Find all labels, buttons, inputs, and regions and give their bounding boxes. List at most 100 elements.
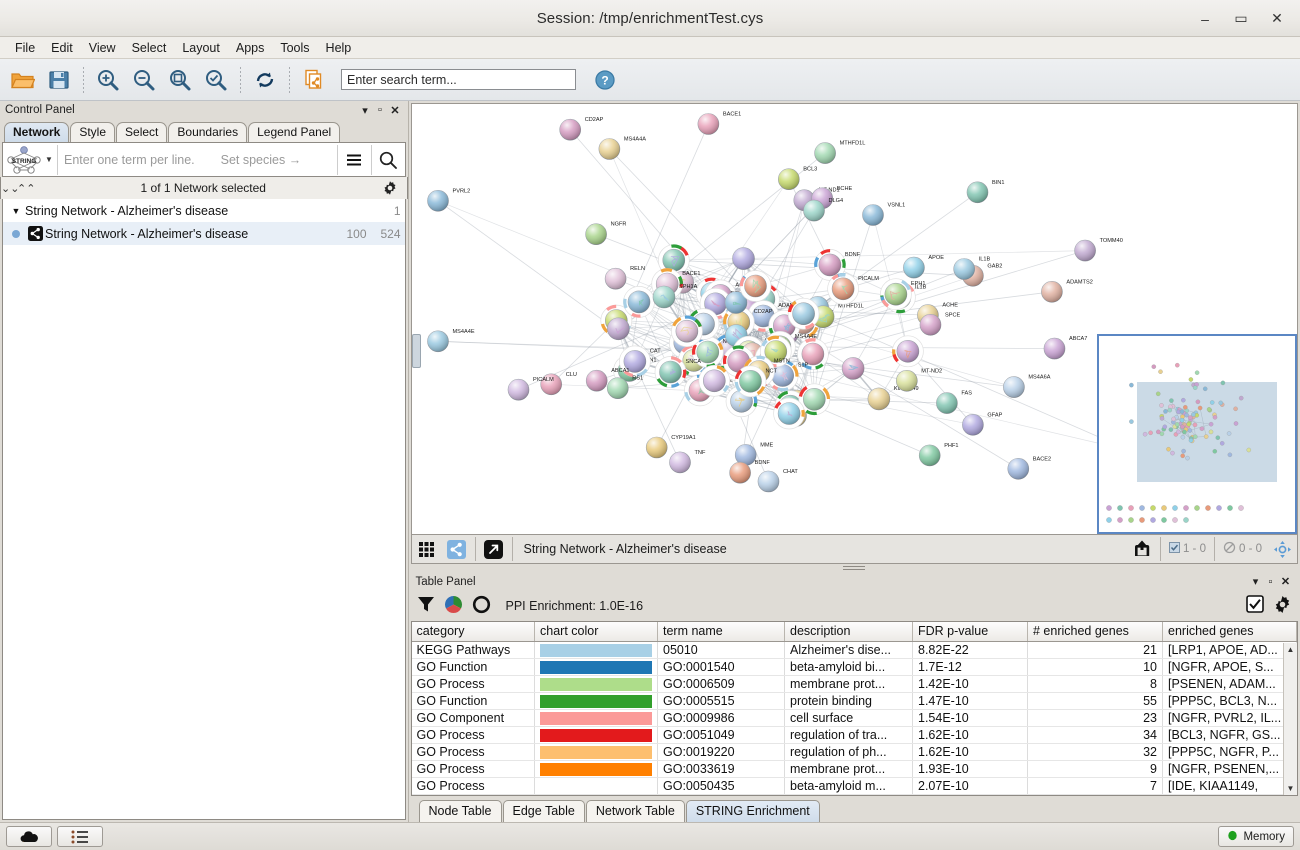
table-row[interactable]: GO Process GO:0019220 regulation of ph... 1… — [411, 743, 1297, 761]
triangle-down-icon[interactable]: ▼ — [11, 205, 21, 216]
maximize-button[interactable]: ▭ — [1234, 10, 1248, 26]
table-row[interactable]: KEGG Pathways 05010 Alzheimer's dise... 8.8… — [411, 641, 1297, 659]
open-folder-icon[interactable] — [6, 63, 40, 97]
chevron-down-icon[interactable]: ▾ — [1252, 576, 1259, 588]
column-header-description[interactable]: description — [784, 621, 913, 642]
column-header-fdr-pvalue[interactable]: FDR p-value — [912, 621, 1028, 642]
svg-text:MSTN: MSTN — [773, 359, 789, 365]
zoom-fit-icon[interactable] — [163, 63, 197, 97]
network-item-row[interactable]: String Network - Alzheimer's disease 100… — [3, 222, 405, 245]
table-row[interactable]: GO Process GO:0050435 beta-amyloid m... 2.0… — [411, 777, 1297, 795]
cell-category: KEGG Pathways — [411, 641, 535, 659]
selected-nodes-counter[interactable]: 1 - 0 — [1164, 542, 1211, 556]
set-species-link[interactable]: Set species → — [220, 152, 302, 167]
menu-view[interactable]: View — [88, 40, 116, 55]
menu-edit[interactable]: Edit — [51, 40, 73, 55]
tab-network[interactable]: Network — [4, 122, 70, 142]
hamburger-icon[interactable] — [338, 143, 371, 176]
svg-text:MME: MME — [760, 442, 773, 448]
column-header-chart-color[interactable]: chart color — [534, 621, 658, 642]
chart-color-swatch — [540, 762, 652, 776]
tab-string-enrichment[interactable]: STRING Enrichment — [685, 800, 820, 822]
pie-chart-icon[interactable] — [444, 595, 463, 617]
table-body: KEGG Pathways 05010 Alzheimer's dise... 8.8… — [411, 641, 1297, 795]
network-edge-count: 524 — [380, 226, 401, 241]
search-icon[interactable] — [372, 143, 405, 176]
refresh-icon[interactable] — [248, 63, 282, 97]
maximize-icon[interactable]: ▫ — [378, 104, 382, 116]
network-graph[interactable]: RS1 ACHE IL1B TNF BCHE BCL3 SPCE NGFR BDNF RELN DL… — [412, 104, 1296, 535]
network-tree[interactable]: ▼ String Network - Alzheimer's disease 1 — [2, 199, 406, 820]
menu-layout[interactable]: Layout — [182, 40, 220, 55]
tab-select[interactable]: Select — [116, 122, 168, 142]
save-icon[interactable] — [42, 63, 76, 97]
panel-splitter[interactable] — [410, 564, 1298, 573]
task-list-icon[interactable] — [57, 826, 103, 847]
zoom-selected-icon[interactable] — [199, 63, 233, 97]
network-view-icon[interactable] — [442, 535, 472, 563]
cell-chart-color — [534, 675, 658, 693]
close-button[interactable]: ✕ — [1271, 10, 1283, 26]
enrichment-table[interactable]: category chart color term name descripti… — [410, 620, 1298, 796]
gear-icon[interactable] — [374, 172, 407, 205]
scroll-down-icon[interactable]: ▼ — [1286, 784, 1295, 793]
birds-eye-view[interactable] — [1097, 334, 1297, 535]
network-view-canvas[interactable]: RS1 ACHE IL1B TNF BCHE BCL3 SPCE NGFR BDNF RELN DL… — [410, 103, 1298, 536]
cloud-icon[interactable] — [6, 826, 52, 847]
filter-funnel-icon[interactable] — [417, 595, 435, 617]
table-row[interactable]: GO Component GO:0009986 cell surface 1.54E-… — [411, 709, 1297, 727]
export-network-icon[interactable] — [297, 63, 331, 97]
table-row[interactable]: GO Process GO:0033619 membrane prot... 1.93… — [411, 760, 1297, 778]
chevron-down-icon[interactable]: ▾ — [362, 104, 368, 117]
pan-icon[interactable] — [1267, 535, 1297, 563]
checkbox-checked-icon[interactable] — [1246, 595, 1264, 616]
minimize-button[interactable]: – — [1201, 10, 1209, 27]
tab-style[interactable]: Style — [70, 122, 116, 142]
column-header-enriched-genes[interactable]: enriched genes — [1162, 621, 1297, 642]
close-icon[interactable]: ✕ — [390, 104, 400, 117]
maximize-icon[interactable]: ▫ — [1268, 575, 1273, 588]
title-bar: Session: /tmp/enrichmentTest.cys – ▭ ✕ — [0, 0, 1300, 37]
zoom-out-icon[interactable] — [127, 63, 161, 97]
tab-legend-panel[interactable]: Legend Panel — [248, 122, 341, 142]
menu-select[interactable]: Select — [131, 40, 167, 55]
double-chevron-up-icon[interactable]: ⌃⌃ — [17, 182, 36, 195]
tab-network-table[interactable]: Network Table — [585, 800, 685, 822]
menu-tools[interactable]: Tools — [280, 40, 310, 55]
string-db-dropdown[interactable]: ▼ — [45, 155, 53, 164]
scroll-up-icon[interactable]: ▲ — [1286, 644, 1295, 654]
double-chevron-down-icon[interactable]: ⌄⌄ — [1, 182, 20, 195]
tab-node-table[interactable]: Node Table — [418, 800, 502, 822]
zoom-in-icon[interactable] — [91, 63, 125, 97]
table-row[interactable]: GO Process GO:0006509 membrane prot... 1.42… — [411, 675, 1297, 693]
memory-button[interactable]: Memory — [1218, 826, 1294, 847]
menu-file[interactable]: File — [15, 40, 36, 55]
table-row[interactable]: GO Process GO:0051049 regulation of tra...… — [411, 726, 1297, 744]
column-header-enriched-count[interactable]: # enriched genes — [1027, 621, 1163, 642]
search-input[interactable]: Enter search term... — [341, 69, 576, 90]
column-header-category[interactable]: category — [411, 621, 535, 642]
table-row[interactable]: GO Function GO:0001540 beta-amyloid bi... 1… — [411, 658, 1297, 676]
table-scrollbar[interactable]: ▲ ▼ — [1283, 642, 1297, 795]
donut-chart-icon[interactable] — [472, 595, 491, 617]
checkbox-icon — [1168, 542, 1180, 556]
hidden-edges-counter[interactable]: 0 - 0 — [1218, 541, 1267, 557]
grid-view-icon[interactable] — [412, 535, 442, 563]
help-icon[interactable]: ? — [588, 63, 622, 97]
tab-boundaries[interactable]: Boundaries — [168, 122, 248, 142]
cell-fdr-pvalue: 1.62E-10 — [912, 726, 1028, 744]
gear-icon[interactable] — [1273, 595, 1292, 617]
string-query-input[interactable]: Enter one term per line. Set species → — [58, 153, 337, 167]
column-header-term-name[interactable]: term name — [657, 621, 785, 642]
close-icon[interactable]: ✕ — [1280, 576, 1291, 588]
tab-edge-table[interactable]: Edge Table — [502, 800, 585, 822]
network-group-row[interactable]: ▼ String Network - Alzheimer's disease 1 — [3, 199, 405, 222]
menu-apps[interactable]: Apps — [235, 40, 265, 55]
cell-chart-color — [534, 658, 658, 676]
table-row[interactable]: GO Function GO:0005515 protein binding 1.47… — [411, 692, 1297, 710]
cell-term-name: GO:0001540 — [657, 658, 785, 676]
network-scroll-handle[interactable] — [411, 334, 421, 368]
export-image-icon[interactable] — [1127, 535, 1157, 563]
annotation-icon[interactable] — [479, 535, 509, 563]
menu-help[interactable]: Help — [325, 40, 352, 55]
